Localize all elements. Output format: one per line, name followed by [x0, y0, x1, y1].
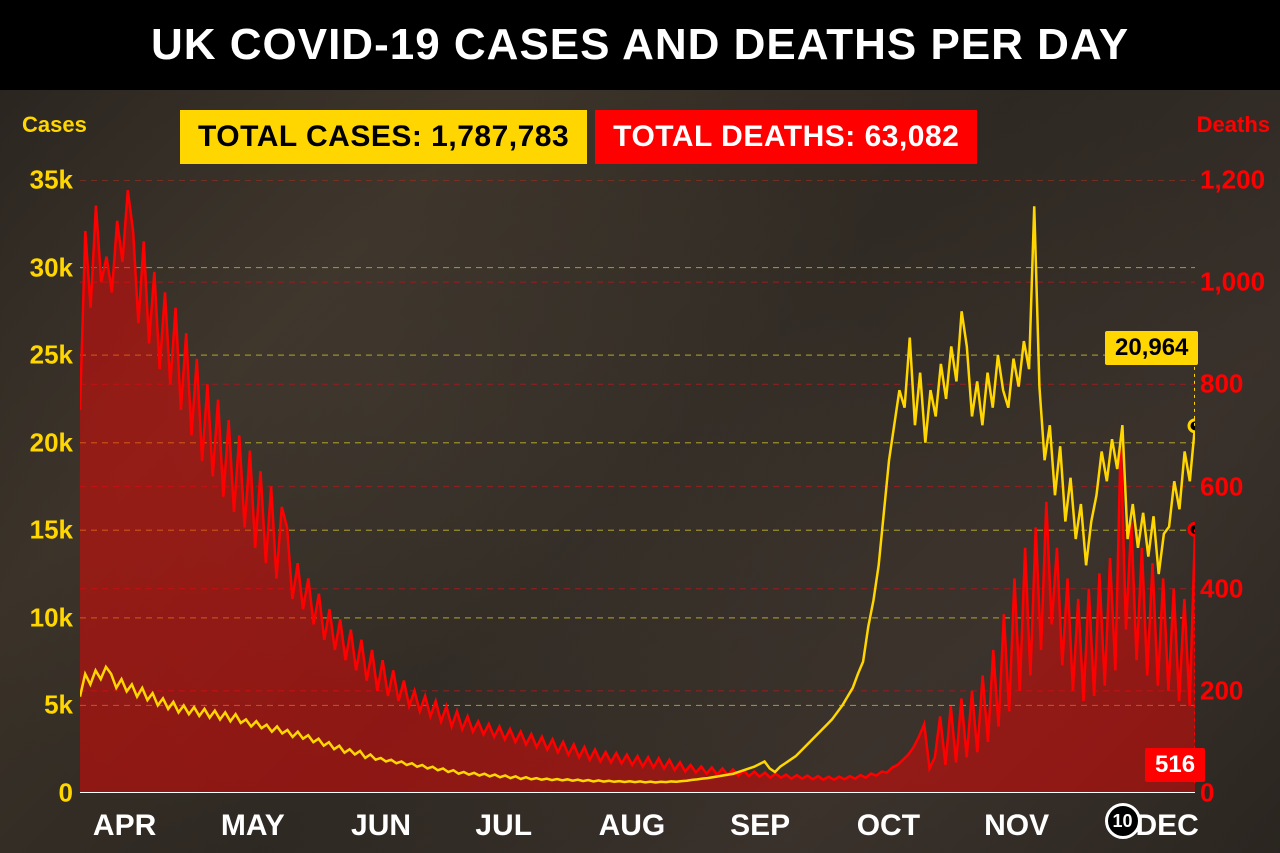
- total-cases-badge: TOTAL CASES: 1,787,783: [180, 110, 587, 164]
- total-deaths-badge: TOTAL DEATHS: 63,082: [595, 110, 977, 164]
- right-tick: 600: [1200, 471, 1265, 502]
- right-axis-label: Deaths: [1197, 112, 1270, 138]
- right-tick: 1,200: [1200, 165, 1265, 196]
- title-bar: UK COVID-19 CASES AND DEATHS PER DAY: [0, 0, 1280, 90]
- left-tick: 10k: [18, 602, 73, 633]
- chart-area: Cases Deaths TOTAL CASES: 1,787,783 TOTA…: [0, 90, 1280, 853]
- left-tick: 30k: [18, 252, 73, 283]
- left-tick: 35k: [18, 165, 73, 196]
- right-tick: 0: [1200, 778, 1265, 809]
- plot-region: [80, 180, 1195, 793]
- deaths-callout: 516: [1145, 748, 1205, 782]
- x-tick-month: JUN: [351, 809, 411, 843]
- date-marker: 10: [1105, 803, 1141, 839]
- left-axis-label: Cases: [22, 112, 87, 138]
- right-tick: 800: [1200, 369, 1265, 400]
- x-tick-month: JUL: [475, 809, 532, 843]
- right-tick: 1,000: [1200, 267, 1265, 298]
- x-tick-month: OCT: [857, 809, 920, 843]
- cases-callout: 20,964: [1105, 331, 1198, 365]
- x-tick-month: APR: [93, 809, 156, 843]
- x-tick-month: DEC: [1135, 809, 1198, 843]
- stat-badges: TOTAL CASES: 1,787,783 TOTAL DEATHS: 63,…: [180, 110, 977, 164]
- right-tick: 200: [1200, 675, 1265, 706]
- left-tick: 0: [18, 778, 73, 809]
- x-tick-month: SEP: [730, 809, 790, 843]
- x-tick-month: AUG: [599, 809, 666, 843]
- chart-svg: [80, 180, 1195, 793]
- left-tick: 15k: [18, 515, 73, 546]
- right-tick: 400: [1200, 573, 1265, 604]
- left-tick: 20k: [18, 427, 73, 458]
- left-tick: 25k: [18, 340, 73, 371]
- chart-title: UK COVID-19 CASES AND DEATHS PER DAY: [151, 20, 1129, 70]
- left-tick: 5k: [18, 690, 73, 721]
- x-tick-month: NOV: [984, 809, 1049, 843]
- x-tick-month: MAY: [221, 809, 285, 843]
